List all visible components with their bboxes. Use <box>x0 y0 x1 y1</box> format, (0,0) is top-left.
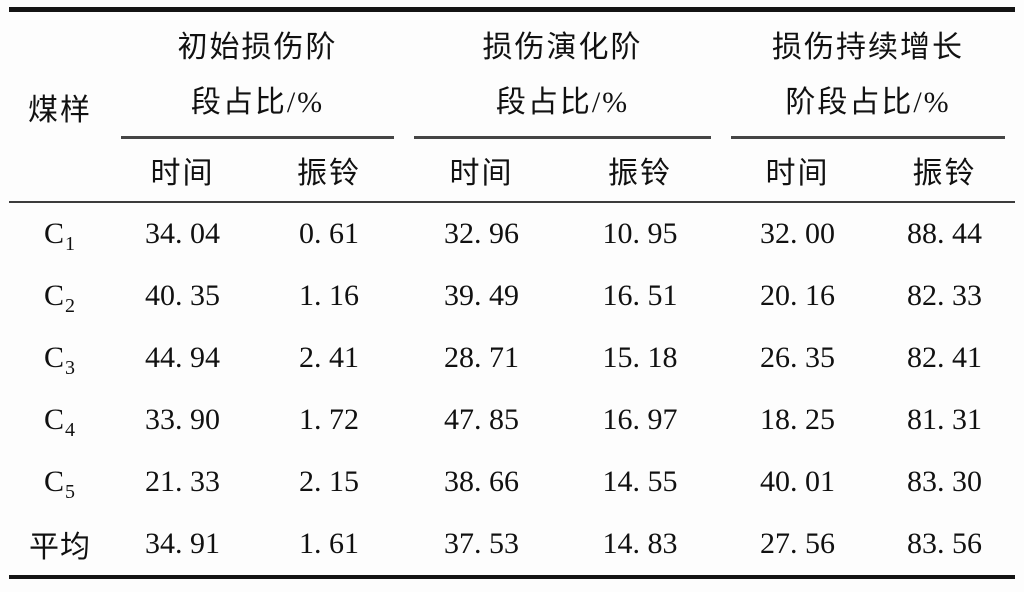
value-cell: 88. 44 <box>907 217 982 250</box>
value-cell: 1. 72 <box>299 403 359 436</box>
group-header-rule: 损伤持续增长 阶段占比/% <box>731 12 1005 139</box>
row-label-base: C <box>43 341 65 374</box>
value-cell: 14. 55 <box>602 465 678 498</box>
value-cell: 38. 66 <box>444 465 519 498</box>
row-label: C3 <box>9 327 111 389</box>
table-row-c2: C2 40. 35 1. 16 39. 49 16. 51 20. 16 82.… <box>9 265 1015 327</box>
value-cell: 44. 94 <box>145 341 220 374</box>
value-cell: 16. 51 <box>602 279 678 312</box>
row-label-base: 平均 <box>29 531 91 564</box>
value-cell: 27. 56 <box>760 527 835 560</box>
table-row-c5: C5 21. 33 2. 15 38. 66 14. 55 40. 01 83.… <box>9 451 1015 513</box>
value-cell: 82. 33 <box>907 279 982 312</box>
value-cell: 32. 96 <box>444 217 519 250</box>
value-cell: 47. 85 <box>444 403 519 436</box>
subheader-time-3: 时间 <box>721 139 874 203</box>
group-title-line1: 损伤演化阶 <box>482 31 643 64</box>
value-cell: 40. 01 <box>760 465 835 498</box>
value-cell: 26. 35 <box>760 341 835 374</box>
row-label-base: C <box>43 279 65 312</box>
group-title-line2: 段占比/% <box>495 86 630 119</box>
row-label-base: C <box>43 403 65 436</box>
row-label-subscript: 2 <box>65 295 76 317</box>
subheader-time-2: 时间 <box>404 139 559 203</box>
row-label-base: C <box>43 465 65 498</box>
group-header-rule: 损伤演化阶 段占比/% <box>414 12 711 139</box>
table-row-c1: C1 34. 04 0. 61 32. 96 10. 95 32. 00 88.… <box>9 202 1015 265</box>
row-label-subscript: 5 <box>65 481 76 503</box>
value-cell: 1. 61 <box>299 527 359 560</box>
value-cell: 15. 18 <box>602 341 678 374</box>
row-label: C1 <box>9 202 111 265</box>
value-cell: 1. 16 <box>299 279 359 312</box>
value-cell: 33. 90 <box>145 403 220 436</box>
value-cell: 0. 61 <box>299 217 359 250</box>
value-cell: 83. 30 <box>907 465 982 498</box>
group-header-row: 煤样 初始损伤阶 段占比/% 损伤演化阶 段占比/% 损伤持续增长 <box>9 9 1015 203</box>
value-cell: 18. 25 <box>760 403 835 436</box>
group-header-initial-damage: 初始损伤阶 段占比/% <box>111 10 404 139</box>
value-cell: 81. 31 <box>907 403 982 436</box>
table-row-c4: C4 33. 90 1. 72 47. 85 16. 97 18. 25 81.… <box>9 389 1015 451</box>
subheader-ring-1: 振铃 <box>254 139 404 203</box>
group-title-line2: 阶段占比/% <box>785 86 951 119</box>
value-cell: 40. 35 <box>145 279 220 312</box>
row-label-subscript: 4 <box>65 419 76 441</box>
value-cell: 28. 71 <box>444 341 519 374</box>
subheader-ring-3: 振铃 <box>874 139 1015 203</box>
value-cell: 34. 91 <box>145 527 220 560</box>
group-title-line1: 初始损伤阶 <box>177 31 338 64</box>
subheader-ring-2: 振铃 <box>559 139 721 203</box>
value-cell: 82. 41 <box>907 341 982 374</box>
group-title-line2: 段占比/% <box>190 86 325 119</box>
group-header-damage-growth: 损伤持续增长 阶段占比/% <box>721 10 1015 139</box>
value-cell: 2. 15 <box>299 465 359 498</box>
value-cell: 20. 16 <box>760 279 835 312</box>
group-title-line1: 损伤持续增长 <box>772 31 964 64</box>
row-label-subscript: 1 <box>65 233 76 255</box>
row-label: C4 <box>9 389 111 451</box>
row-label-subscript: 3 <box>65 357 76 379</box>
value-cell: 16. 97 <box>602 403 678 436</box>
value-cell: 39. 49 <box>444 279 519 312</box>
corner-header-coal-sample: 煤样 <box>9 9 111 203</box>
row-label-base: C <box>43 217 65 250</box>
row-label: C5 <box>9 451 111 513</box>
group-header-damage-evolution: 损伤演化阶 段占比/% <box>404 10 721 139</box>
value-cell: 10. 95 <box>602 217 678 250</box>
row-label: 平均 <box>9 513 111 577</box>
value-cell: 21. 33 <box>145 465 220 498</box>
value-cell: 34. 04 <box>145 217 220 250</box>
value-cell: 83. 56 <box>907 527 982 560</box>
table-row-average: 平均 34. 91 1. 61 37. 53 14. 83 27. 56 83.… <box>9 513 1015 577</box>
subheader-time-1: 时间 <box>111 139 254 203</box>
table-row-c3: C3 44. 94 2. 41 28. 71 15. 18 26. 35 82.… <box>9 327 1015 389</box>
sub-header-row: 时间 振铃 时间 振铃 时间 振铃 <box>9 139 1015 203</box>
group-header-rule: 初始损伤阶 段占比/% <box>121 12 394 139</box>
row-label: C2 <box>9 265 111 327</box>
value-cell: 14. 83 <box>602 527 678 560</box>
damage-stage-table: 煤样 初始损伤阶 段占比/% 损伤演化阶 段占比/% 损伤持续增长 <box>9 7 1015 579</box>
value-cell: 32. 00 <box>760 217 835 250</box>
value-cell: 37. 53 <box>444 527 519 560</box>
value-cell: 2. 41 <box>299 341 359 374</box>
